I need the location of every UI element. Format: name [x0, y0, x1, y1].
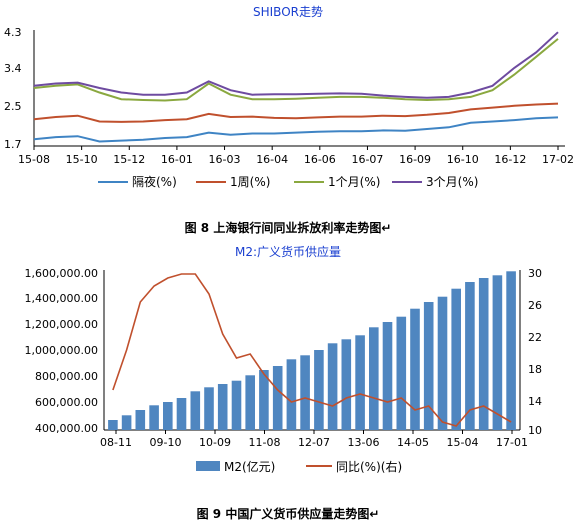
m2-bar — [176, 398, 187, 430]
figure-8-caption: 图 8 上海银行间同业拆放利率走势图↵ — [184, 221, 392, 235]
legend-label: 隔夜(%) — [132, 174, 177, 189]
m2-plot-area — [108, 271, 516, 430]
m2-bar — [396, 316, 407, 430]
series-line-3个月 — [33, 31, 559, 99]
x-tick-label: 15-12 — [113, 153, 145, 166]
left-tick-label: 1,600,000.00 — [25, 267, 98, 280]
m2-bar — [506, 271, 516, 430]
m2-x-ticks: 08-11 09-10 10-09 11-08 12-07 13-06 14-05 15-04… — [100, 430, 528, 449]
m2-bar — [135, 410, 146, 430]
m2-bar — [259, 370, 269, 430]
y-tick-label: 3.4 — [4, 62, 22, 75]
m2-bar — [423, 302, 434, 430]
y-tick-label: 4.3 — [4, 26, 22, 39]
m2-bar — [314, 350, 324, 430]
m2-bar — [355, 335, 365, 430]
m2-bar — [341, 339, 352, 430]
m2-bar — [300, 355, 310, 430]
legend-label: M2(亿元) — [224, 459, 275, 474]
right-tick-label: 18 — [528, 363, 542, 376]
m2-bar — [382, 322, 393, 430]
left-tick-label: 1,000,000.00 — [25, 344, 98, 357]
m2-bar — [217, 384, 228, 430]
m2-bar — [327, 343, 338, 430]
m2-legend: M2(亿元) 同比(%)(右) — [196, 459, 402, 474]
y-tick-label: 2.5 — [4, 100, 22, 113]
shibor-legend: 隔夜(%) 1周(%) 1个月(%) 3个月(%) — [98, 174, 478, 189]
left-tick-label: 400,000.00 — [35, 422, 98, 435]
m2-bar — [272, 366, 283, 430]
yoy-line — [112, 273, 512, 427]
y-tick-label: 1.7 — [4, 138, 22, 151]
legend-label: 同比(%)(右) — [336, 459, 402, 474]
m2-bar — [163, 402, 173, 430]
x-tick-label: 16-12 — [494, 153, 526, 166]
left-tick-label: 600,000.00 — [35, 396, 98, 409]
x-tick-label: 16-06 — [304, 153, 336, 166]
m2-bar — [121, 415, 132, 430]
x-tick-label: 11-08 — [249, 436, 281, 449]
x-tick-label: 16-04 — [256, 153, 288, 166]
x-tick-label: 09-10 — [150, 436, 182, 449]
series-line-1周 — [33, 102, 559, 123]
m2-bar — [245, 375, 255, 430]
legend-label: 3个月(%) — [426, 175, 478, 189]
legend-swatch — [196, 461, 220, 471]
m2-bar — [204, 387, 214, 430]
left-tick-label: 1,200,000.00 — [25, 318, 98, 331]
x-tick-label: 12-07 — [298, 436, 330, 449]
x-tick-label: 17-02 — [542, 153, 574, 166]
series-line-1个月 — [33, 38, 559, 102]
legend-label: 1个月(%) — [328, 175, 380, 189]
legend-label: 1周(%) — [230, 175, 270, 189]
x-tick-label: 16-03 — [209, 153, 241, 166]
right-tick-label: 22 — [528, 331, 542, 344]
m2-bar — [451, 288, 461, 430]
left-tick-label: 1,400,000.00 — [25, 292, 98, 305]
left-tick-label: 800,000.00 — [35, 370, 98, 383]
x-tick-label: 10-09 — [199, 436, 231, 449]
m2-bar — [190, 391, 201, 430]
m2-chart: M2:广义货币供应量 1,600,000.00 1,400,000.00 1,2… — [25, 244, 542, 474]
right-tick-label: 14 — [528, 395, 542, 408]
m2-bar — [149, 405, 159, 430]
m2-bar — [465, 282, 475, 430]
m2-bar — [410, 308, 420, 430]
m2-bar — [437, 296, 448, 430]
x-tick-label: 15-04 — [447, 436, 479, 449]
m2-chart-title: M2:广义货币供应量 — [235, 244, 341, 259]
x-tick-label: 15-08 — [18, 153, 50, 166]
series-line-隔夜 — [33, 116, 559, 143]
x-tick-label: 16-09 — [399, 153, 431, 166]
m2-bar — [478, 278, 489, 430]
shibor-chart-title: SHIBOR走势 — [253, 5, 323, 19]
m2-bar — [286, 359, 297, 430]
shibor-plot-area — [33, 31, 559, 143]
right-tick-label: 10 — [528, 424, 542, 437]
x-tick-label: 16-10 — [447, 153, 479, 166]
x-tick-label: 16-01 — [161, 153, 193, 166]
figure-9-caption: 图 9 中国广义货币供应量走势图↵ — [196, 507, 380, 521]
x-tick-label: 15-10 — [66, 153, 98, 166]
m2-bar — [231, 380, 242, 430]
m2-bar — [369, 327, 379, 430]
shibor-chart: SHIBOR走势 4.3 3.4 2.5 1.7 15-08 15-10 15-12… — [4, 5, 574, 189]
right-tick-label: 26 — [528, 299, 542, 312]
right-tick-label: 30 — [528, 267, 542, 280]
x-tick-label: 13-06 — [348, 436, 380, 449]
x-tick-label: 16-07 — [351, 153, 383, 166]
m2-bar — [492, 275, 503, 430]
x-tick-label: 14-05 — [397, 436, 429, 449]
shibor-x-ticks: 15-08 15-10 15-12 16-01 16-03 16-04 16-06 16-07… — [18, 146, 574, 166]
m2-bar — [108, 420, 118, 430]
x-tick-label: 17-01 — [496, 436, 528, 449]
x-tick-label: 08-11 — [100, 436, 132, 449]
